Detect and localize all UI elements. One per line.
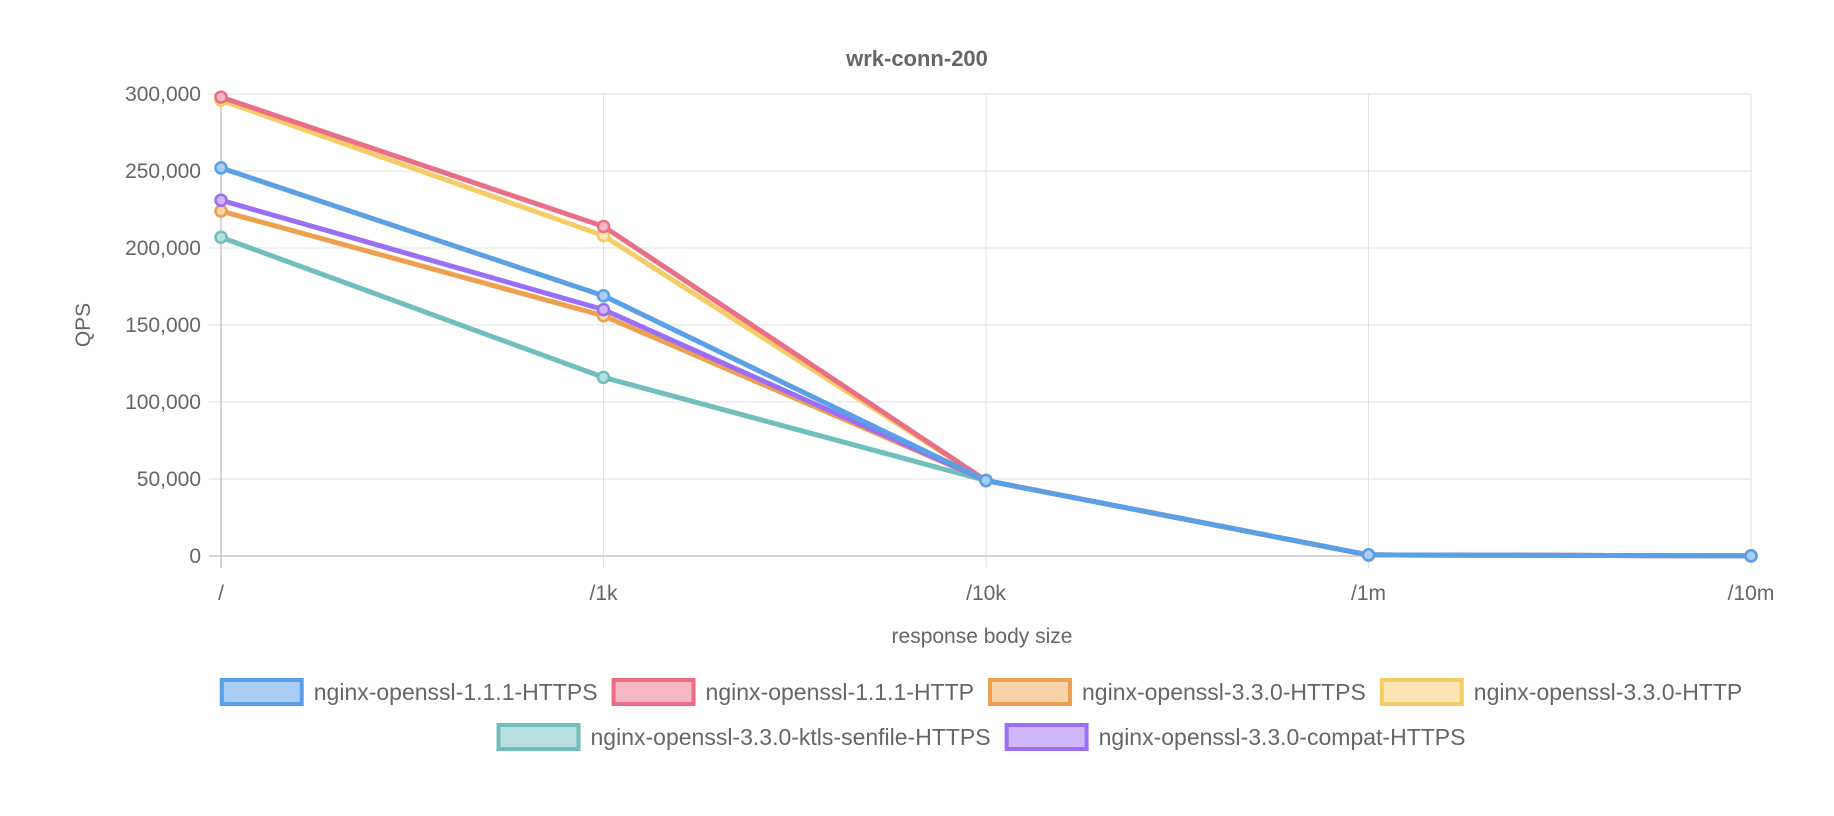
legend-label[interactable]: nginx-openssl-3.3.0-HTTP — [1474, 679, 1742, 705]
x-tick-label: /10m — [1728, 582, 1775, 605]
legend-swatch[interactable] — [988, 678, 1072, 706]
chart-title: wrk-conn-200 — [845, 46, 988, 71]
series-nginx-openssl-1.1.1-HTTPS — [214, 161, 1758, 563]
data-point[interactable] — [979, 473, 993, 488]
x-tick-label: /1k — [589, 582, 618, 605]
legend-label[interactable]: nginx-openssl-1.1.1-HTTPS — [314, 679, 598, 705]
grid-lines — [209, 93, 1752, 568]
x-tick-label: /1m — [1351, 582, 1386, 605]
data-point[interactable] — [214, 161, 228, 175]
legend-swatch[interactable] — [1379, 678, 1464, 706]
data-point[interactable] — [596, 302, 611, 317]
legend-label[interactable]: nginx-openssl-1.1.1-HTTP — [706, 679, 974, 705]
x-tick-label: / — [218, 582, 224, 605]
data-point[interactable] — [214, 204, 228, 218]
series-lines — [214, 90, 1758, 563]
legend-swatch[interactable] — [611, 678, 696, 706]
data-point[interactable] — [214, 230, 228, 244]
y-tick-label: 100,000 — [125, 391, 201, 414]
y-axis-title: QPS — [72, 303, 95, 347]
data-point[interactable] — [596, 370, 611, 385]
legend-label[interactable]: nginx-openssl-3.3.0-compat-HTTPS — [1099, 724, 1466, 750]
legend-swatch[interactable] — [496, 723, 581, 751]
y-tick-label: 150,000 — [125, 314, 201, 337]
x-axis-title: response body size — [892, 625, 1073, 648]
y-axis-ticks: 0 50,000 100,000 150,000 200,000 250,000 300,0… — [125, 83, 201, 568]
y-tick-label: 200,000 — [125, 237, 201, 260]
data-point[interactable] — [214, 90, 228, 104]
legend: nginx-openssl-1.1.1-HTTPS nginx-openssl-1… — [219, 678, 1742, 751]
x-tick-label: /10k — [966, 582, 1006, 605]
y-tick-label: 300,000 — [125, 83, 201, 106]
y-tick-label: 0 — [189, 545, 201, 568]
legend-swatch[interactable] — [219, 678, 304, 706]
x-axis-ticks: / /1k/10k/1m/10m — [218, 582, 1774, 605]
data-point[interactable] — [214, 193, 228, 208]
data-point[interactable] — [596, 288, 611, 303]
legend-label[interactable]: nginx-openssl-3.3.0-ktls-senfile-HTTPS — [591, 724, 991, 750]
y-tick-label: 250,000 — [125, 160, 201, 183]
y-tick-label: 50,000 — [137, 468, 201, 491]
legend-swatch[interactable] — [1004, 723, 1089, 751]
data-point[interactable] — [596, 219, 611, 234]
data-point[interactable] — [1744, 549, 1758, 563]
legend-label[interactable]: nginx-openssl-3.3.0-HTTPS — [1082, 679, 1366, 705]
data-point[interactable] — [1361, 548, 1376, 562]
